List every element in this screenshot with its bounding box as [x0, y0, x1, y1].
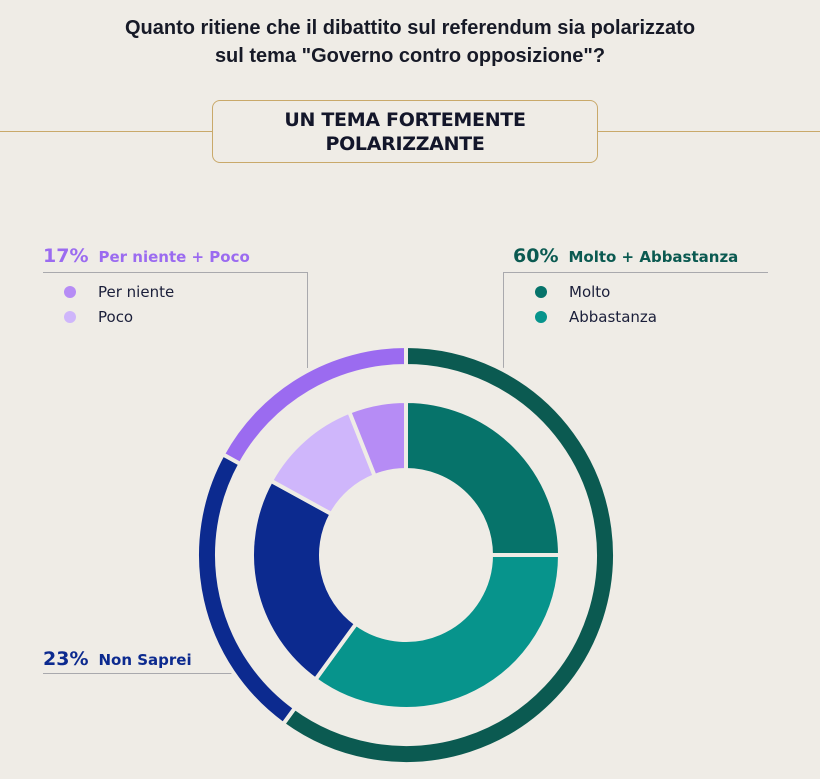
inner-segment-per-niente — [346, 398, 408, 479]
group-positive-rule — [503, 272, 768, 273]
legend-dot-icon — [64, 311, 76, 323]
chart-title-line1: Quanto ritiene che il dibattito sul refe… — [124, 17, 696, 39]
legend-label: Abbastanza — [569, 308, 657, 326]
legend-dot-icon — [64, 286, 76, 298]
inner-segment-non-saprei — [250, 478, 359, 683]
legend-label: Molto — [569, 283, 611, 301]
group-negative-pct: 17% — [43, 245, 89, 267]
headline-badge-label: UN TEMA FORTEMENTE POLARIZZANTE — [284, 108, 526, 155]
group-positive-pct: 60% — [513, 245, 559, 267]
legend-label: Poco — [98, 308, 134, 326]
group-negative-label: Per niente + Poco — [98, 248, 250, 266]
group-unknown-label: Non Saprei — [98, 651, 192, 669]
chart-title-line2: sul tema "Governo contro opposizione"? — [214, 45, 606, 67]
chart-title: Quanto ritiene che il dibattito sul refe… — [0, 14, 820, 70]
divider-left — [0, 131, 212, 132]
group-positive-leader — [503, 272, 504, 368]
legend-item-per-niente: Per niente — [64, 283, 174, 301]
group-unknown-pct: 23% — [43, 648, 89, 670]
group-unknown-header: 23% Non Saprei — [43, 648, 192, 670]
group-positive-label: Molto + Abbastanza — [568, 248, 739, 266]
group-unknown-rule — [43, 673, 233, 674]
group-positive-header: 60% Molto + Abbastanza — [513, 245, 738, 267]
group-negative-header: 17% Per niente + Poco — [43, 245, 250, 267]
group-negative-rule — [43, 272, 308, 273]
legend-label: Per niente — [98, 283, 175, 301]
outer-segment-per-niente-poco — [220, 343, 408, 467]
inner-segment-molto — [404, 398, 563, 557]
divider-right — [598, 131, 820, 132]
legend-dot-icon — [535, 311, 547, 323]
legend-item-poco: Poco — [64, 308, 133, 326]
headline-badge: UN TEMA FORTEMENTE POLARIZZANTE — [212, 100, 598, 163]
legend-item-molto: Molto — [535, 283, 610, 301]
legend-item-abbastanza: Abbastanza — [535, 308, 657, 326]
inner-segment-abbastanza — [312, 553, 563, 711]
group-negative-leader — [307, 272, 308, 368]
legend-dot-icon — [535, 286, 547, 298]
